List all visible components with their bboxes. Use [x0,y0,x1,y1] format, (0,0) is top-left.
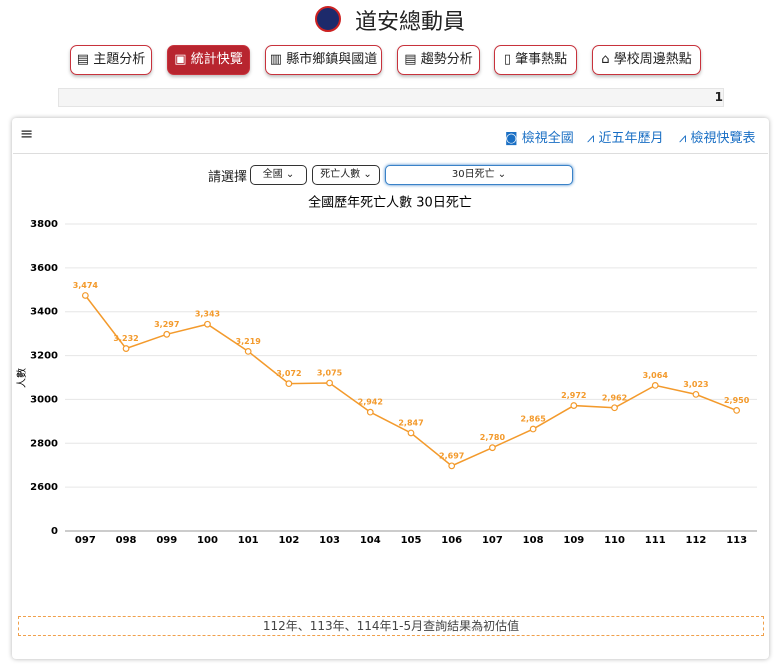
info-bar: 1 [58,88,724,107]
nav-label: 主題分析 [93,52,146,67]
point [204,320,211,328]
x-tick-label: 104 [360,535,381,546]
data-label: 3,219 [236,337,262,346]
toolbar-link[interactable]: ◙ 檢視全國 [505,131,574,146]
x-tick-label: 105 [401,535,422,546]
logo [314,6,341,32]
nav-label: 學校周邊熱點 [613,52,692,67]
menu-icon[interactable]: ≡ [20,124,34,143]
y-tick-label: 2800 [30,438,58,449]
select-value: 30日死亡 [451,169,495,180]
point [407,429,415,437]
point [122,345,130,352]
link-label: 檢視快覽表 [690,131,756,146]
link-label: 檢視全國 [521,131,574,146]
link-label: 近五年歷月 [598,131,664,146]
point [244,348,252,355]
x-tick-label: 113 [726,535,747,546]
data-label: 2,865 [520,415,546,424]
data-label: 2,962 [602,393,627,402]
data-label: 2,780 [480,433,506,442]
x-tick-label: 106 [441,535,462,546]
data-label: 2,972 [561,391,586,400]
point [570,402,578,409]
x-tick-label: 102 [278,535,299,546]
data-label: 3,075 [317,368,343,377]
point [448,462,456,470]
nav-button[interactable]: ▥ 縣市鄉鎮與國道 [265,45,382,75]
x-tick-label: 108 [523,535,544,546]
nav-label: 趨勢分析 [420,52,473,67]
point [285,380,293,388]
x-tick-label: 112 [686,535,707,546]
toolbar-link[interactable]: ⩘ 近五年歷月 [587,131,664,146]
card [12,118,769,659]
toolbar-link[interactable]: ⩘ 檢視快覽表 [679,131,756,146]
select[interactable]: 30日死亡 ⌄ [385,165,573,185]
x-tick-label: 109 [563,535,584,546]
x-tick-label: 101 [238,535,259,546]
x-tick-label: 103 [319,535,340,546]
data-label: 3,064 [643,371,669,380]
y-tick-label: 3600 [30,263,58,274]
y-tick-label: 0 [51,526,58,537]
nav-label: 肇事熱點 [515,52,568,67]
nav-button[interactable]: ⌂ 學校周邊熱點 [592,45,701,75]
nav-button[interactable]: ▤ 主題分析 [70,45,152,75]
data-label: 3,232 [113,334,138,343]
data-label: 3,297 [154,320,179,329]
line [84,295,737,467]
point [366,408,374,416]
x-tick-label: 111 [645,535,666,546]
y-tick-label: 3400 [30,307,58,318]
point [529,425,537,433]
nav-label: 統計快覽 [190,52,243,67]
chart-title: 全國歷年死亡人數 30日死亡 [308,195,472,211]
data-label: 3,343 [195,310,220,319]
data-label: 3,072 [276,369,301,378]
data-label: 2,950 [724,396,750,405]
y-tick-label: 3800 [30,219,58,230]
point [81,292,89,299]
data-label: 3,474 [73,281,99,290]
select[interactable]: 全國 ⌄ [250,165,307,185]
site-title: 道安總動員 [354,10,465,35]
header: 道安總動員 [0,4,780,36]
data-label: 2,847 [398,418,423,427]
x-tick-label: 098 [116,535,137,546]
x-tick-label: 099 [156,535,177,546]
nav-button[interactable]: ▯ 肇事熱點 [494,45,577,75]
x-tick-label: 097 [75,535,96,546]
point [611,404,618,412]
point [692,390,700,398]
data-label: 2,697 [439,451,464,460]
y-axis-label: 人數 [15,368,28,388]
point [489,444,496,452]
data-label: 3,023 [683,380,708,389]
point [651,381,659,389]
point [733,406,741,414]
x-tick-label: 107 [482,535,503,546]
y-tick-label: 2600 [30,482,58,493]
footnote: 112年、113年、114年1-5月查詢結果為初估值 [18,616,764,636]
y-tick-label: 3000 [30,394,58,405]
select-value: 全國 [262,169,283,180]
point [163,330,171,338]
divider [13,153,768,154]
nav-button[interactable]: ▣ 統計快覽 [167,45,250,75]
data-label: 2,942 [358,398,383,407]
filter-label: 請選擇 [208,170,248,185]
nav-button[interactable]: ▤ 趨勢分析 [397,45,480,75]
select[interactable]: 死亡人數 ⌄ [312,165,380,185]
x-tick-label: 100 [197,535,218,546]
nav-label: 縣市鄉鎮與國道 [286,52,378,67]
point [326,379,333,387]
select-value: 死亡人數 [320,169,361,180]
x-tick-label: 110 [604,535,625,546]
y-tick-label: 3200 [30,351,58,362]
